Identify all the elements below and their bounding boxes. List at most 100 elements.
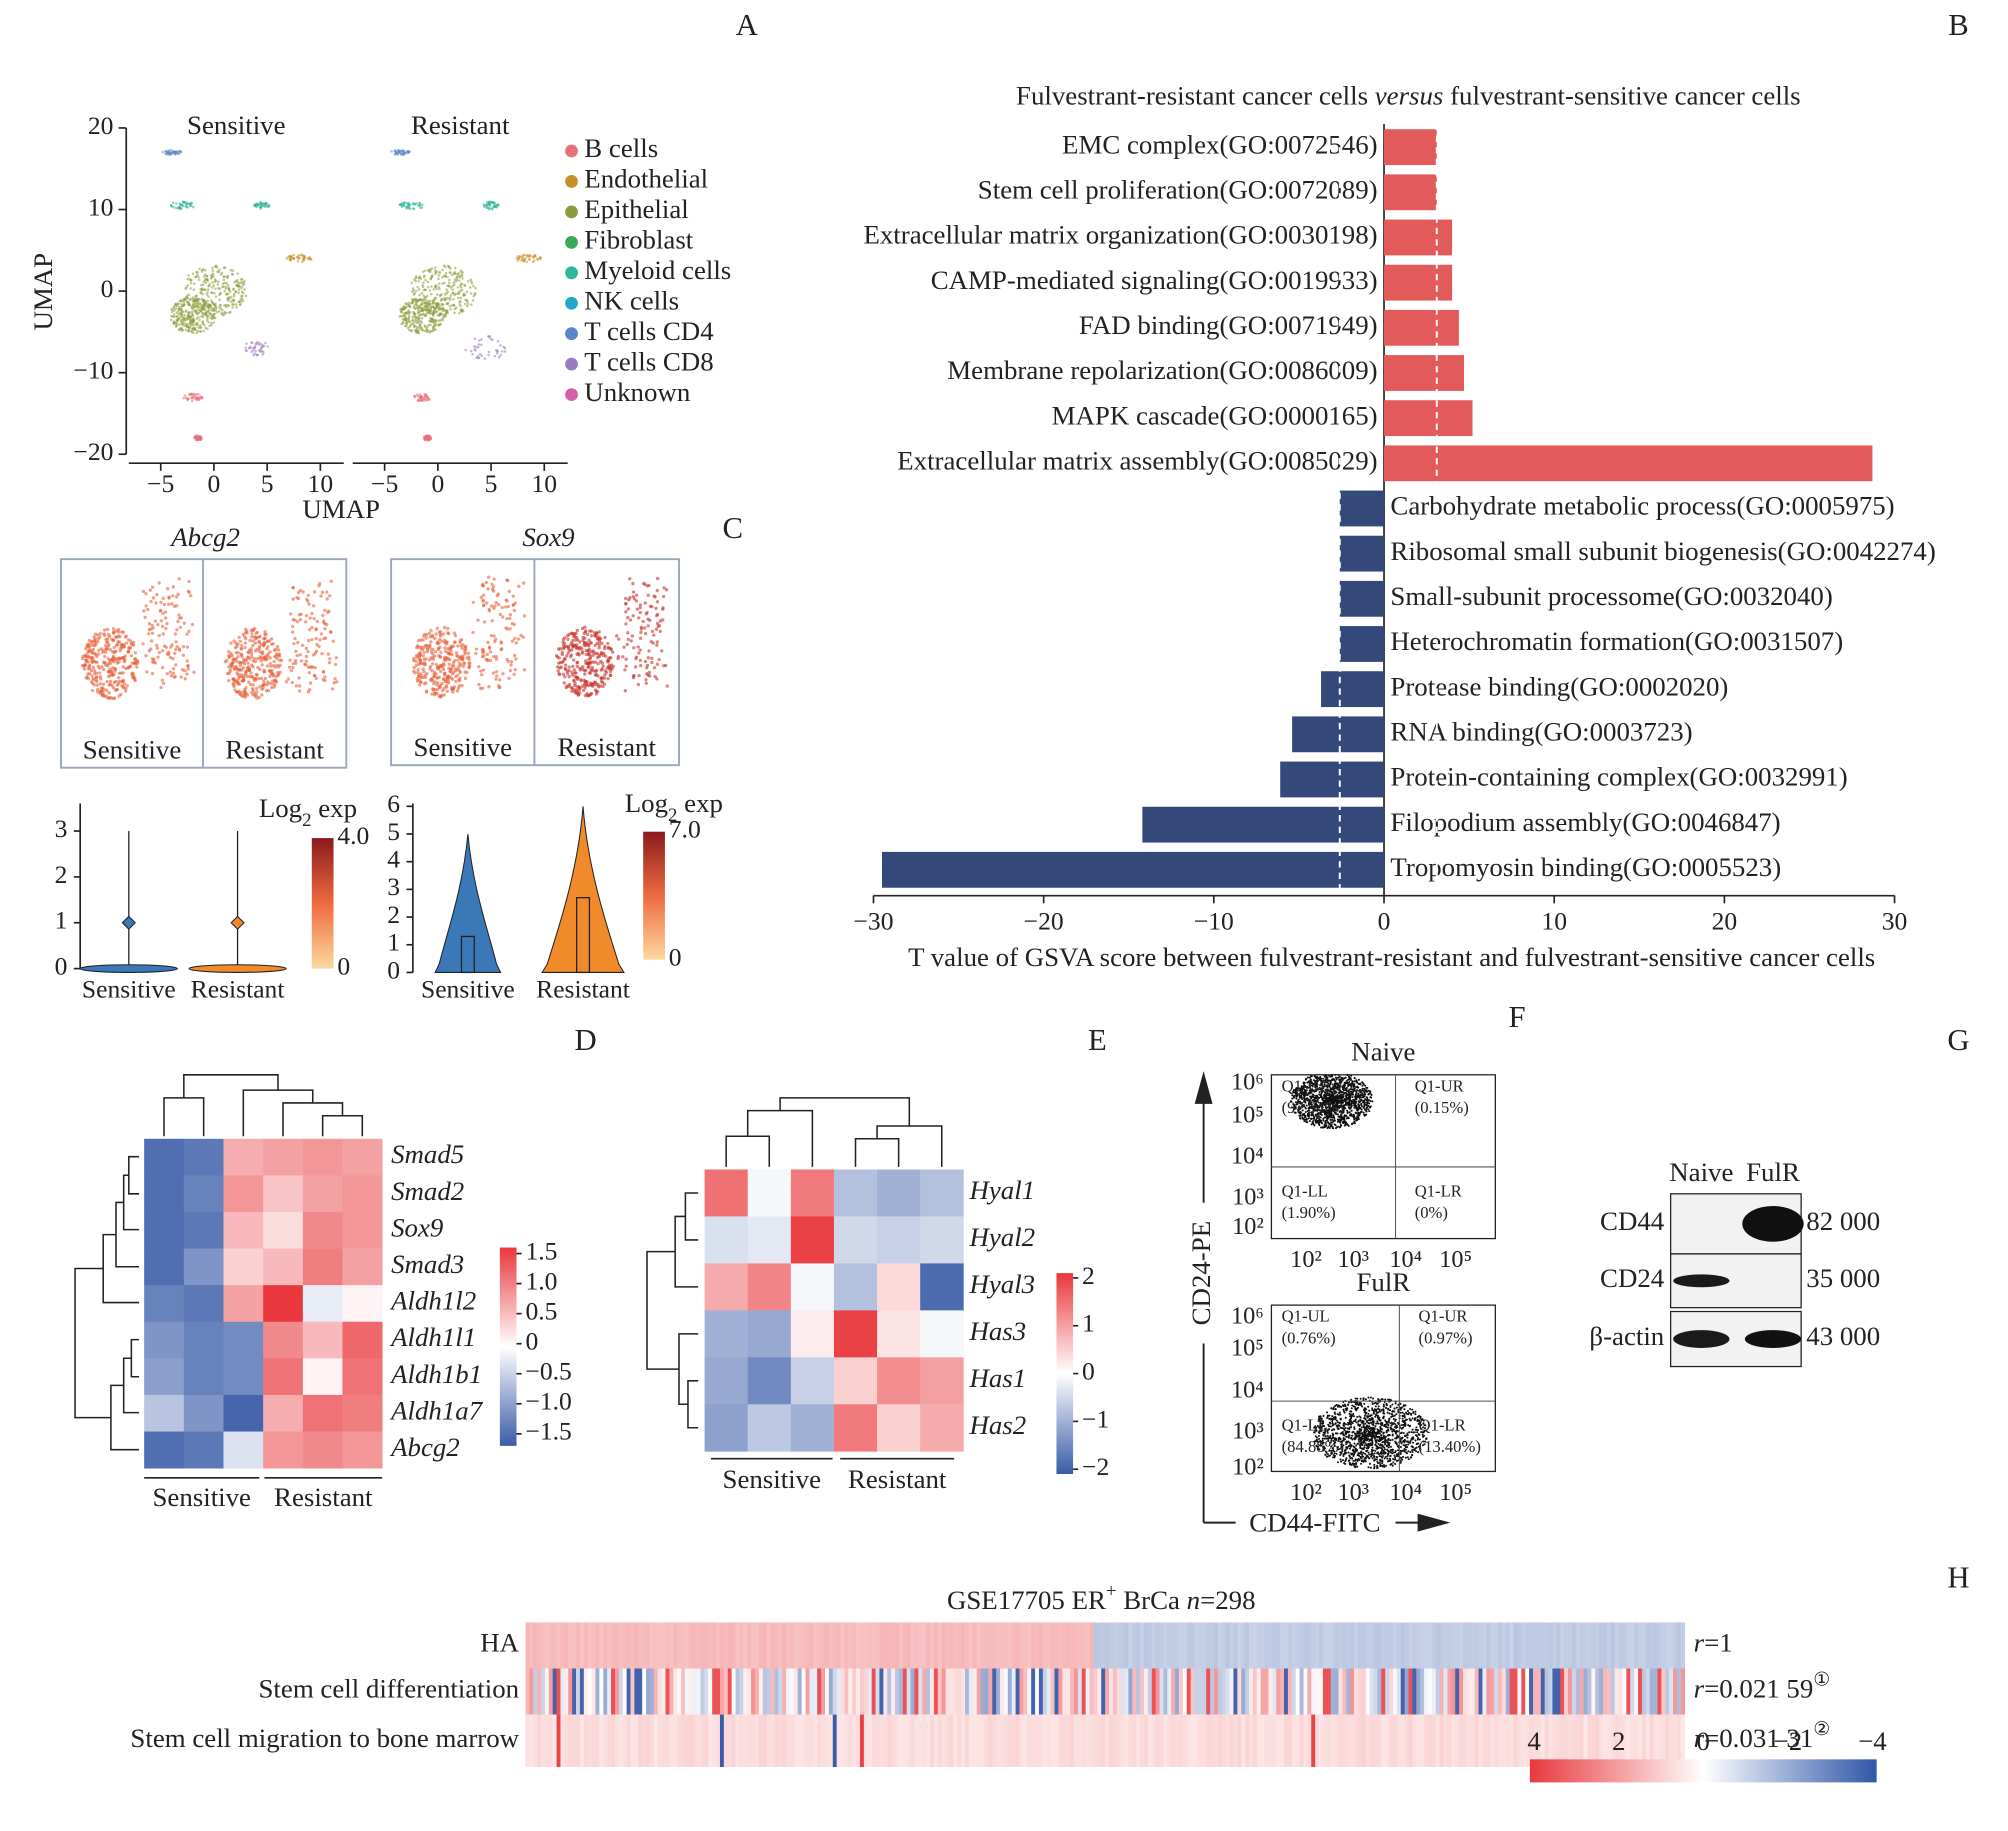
umap-point	[439, 319, 442, 322]
feature-point	[572, 668, 577, 672]
feature-point	[257, 646, 262, 651]
feature-point	[589, 634, 594, 638]
umap-point	[161, 150, 165, 154]
colorbar-title: Log2 exp	[259, 793, 357, 831]
umap-point	[292, 253, 296, 257]
feature-point	[622, 645, 626, 649]
feature-point	[481, 603, 486, 607]
umap-point	[453, 278, 457, 281]
feature-point	[162, 602, 167, 607]
feature-point	[268, 656, 272, 660]
feature-point	[503, 605, 508, 609]
feature-point	[268, 674, 272, 678]
feature-point	[157, 650, 162, 655]
category-label: Tropomyosin binding(GO:0005523)	[1390, 852, 1781, 882]
row-label: Hyal1	[968, 1175, 1035, 1205]
feature-point	[274, 652, 279, 656]
flow-event	[1343, 1120, 1346, 1123]
feature-point	[560, 652, 564, 657]
category-label: CAMP-mediated signaling(GO:0019933)	[931, 265, 1378, 295]
feature-point	[105, 640, 109, 644]
feature-point	[189, 594, 193, 598]
umap-point	[438, 287, 441, 291]
y-tick-label: 3	[387, 872, 400, 901]
flow-event	[1312, 1079, 1315, 1082]
heatmap-cell	[223, 1394, 264, 1432]
flow-event	[1361, 1084, 1364, 1087]
feature-point	[626, 615, 630, 620]
umap-point	[419, 303, 423, 306]
feature-point	[170, 602, 174, 606]
umap-point	[184, 328, 188, 332]
flow-event	[1360, 1099, 1363, 1102]
facet-title: Resistant	[411, 110, 510, 140]
umap-point	[192, 300, 196, 303]
flow-event	[1337, 1076, 1340, 1079]
umap-point	[525, 260, 529, 263]
umap-point	[495, 352, 499, 355]
heatmap-cell	[144, 1394, 185, 1432]
umap-point	[447, 265, 451, 269]
feature-point	[522, 581, 526, 585]
flow-event	[1307, 1098, 1310, 1101]
flow-event	[1334, 1080, 1337, 1083]
flow-event	[1299, 1114, 1302, 1117]
flow-event	[1345, 1114, 1348, 1117]
feature-point	[260, 663, 264, 667]
umap-point	[206, 309, 210, 313]
feature-label: Resistant	[557, 732, 656, 762]
feature-point	[425, 672, 429, 676]
umap-point	[192, 288, 196, 291]
feature-point	[106, 633, 111, 637]
feature-point	[432, 670, 437, 675]
feature-point	[99, 686, 104, 690]
feature-point	[554, 654, 559, 658]
legend-label: NK cells	[584, 285, 679, 315]
feature-point	[319, 632, 323, 636]
feature-point	[417, 657, 421, 661]
umap-point	[524, 257, 527, 260]
feature-point	[96, 687, 100, 692]
feature-point	[572, 658, 576, 662]
feature-point	[588, 671, 592, 675]
umap-point	[167, 150, 171, 154]
flow-event	[1355, 1098, 1358, 1101]
feature-point	[304, 620, 308, 624]
flow-event	[1341, 1085, 1344, 1088]
category-label: Extracellular matrix assembly(GO:0085029…	[897, 445, 1377, 475]
feature-point	[293, 658, 298, 663]
umap-point	[182, 316, 185, 319]
feature-point	[498, 678, 502, 682]
feature-point	[422, 657, 427, 662]
heatmap-cell	[263, 1431, 304, 1469]
feature-point	[270, 668, 274, 673]
feature-point	[186, 664, 190, 668]
category-label: Small-subunit processome(GO:0032040)	[1390, 581, 1832, 611]
feature-point	[599, 651, 604, 655]
umap-point	[515, 257, 519, 260]
feature-point	[581, 665, 585, 669]
umap-point	[206, 288, 210, 291]
x-tick-label: 10	[531, 469, 557, 498]
feature-point	[265, 664, 270, 668]
umap-point	[210, 275, 213, 278]
feature-point	[444, 685, 449, 689]
feature-point	[156, 622, 160, 627]
feature-point	[494, 654, 498, 659]
feature-point	[102, 632, 106, 636]
feature-point	[600, 676, 605, 680]
feature-point	[304, 663, 308, 667]
flow-event	[1320, 1126, 1323, 1129]
feature-point	[481, 651, 485, 655]
feature-point	[416, 673, 421, 677]
category-label: Filopodium assembly(GO:0046847)	[1390, 807, 1780, 837]
feature-point	[257, 635, 261, 639]
panel-label: B	[1948, 8, 1968, 42]
umap-point	[204, 281, 208, 285]
feature-point	[447, 662, 451, 666]
umap-point	[187, 202, 191, 205]
feature-point	[244, 658, 249, 662]
feature-point	[512, 608, 517, 613]
umap-point	[205, 293, 209, 296]
group-label: Sensitive	[723, 1464, 821, 1494]
